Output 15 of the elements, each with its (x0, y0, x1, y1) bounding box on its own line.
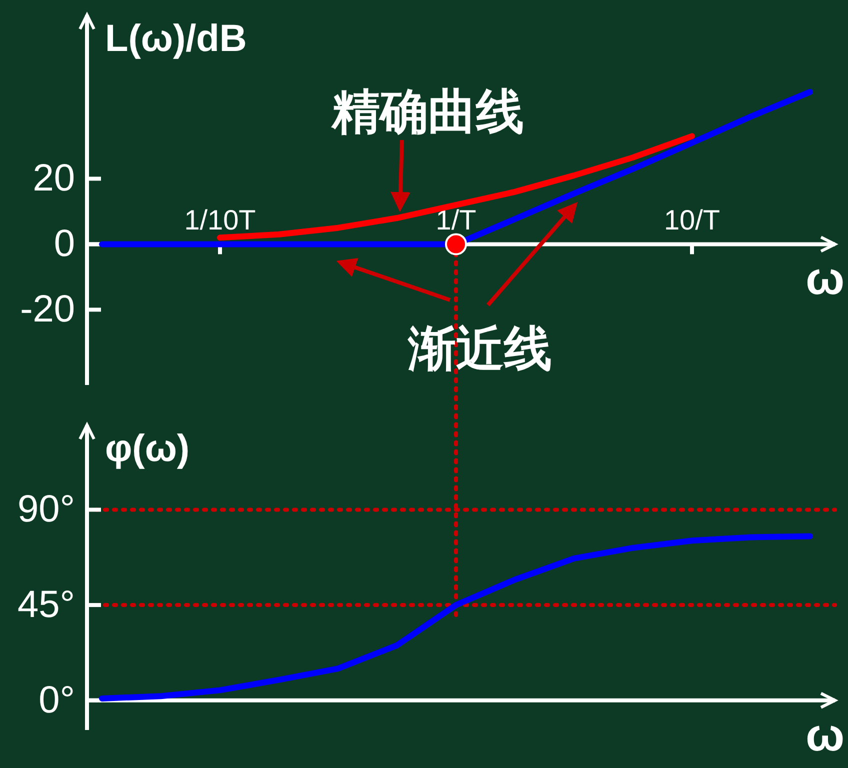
x-axis-title: ω (806, 252, 844, 304)
x-tick-label: 10/T (664, 204, 720, 236)
y-axis-title: L(ω)/dB (105, 18, 247, 60)
y-axis-title: φ(ω) (105, 428, 190, 470)
y-tick-label: 90° (18, 488, 75, 531)
y-tick-label: -20 (20, 288, 75, 331)
y-tick-label: 20 (32, 158, 75, 200)
x-tick-label: 1/T (436, 204, 476, 236)
x-axis-title: ω (806, 708, 844, 760)
annotation: 精确曲线 (330, 86, 524, 139)
annotation: 渐近线 (407, 323, 552, 376)
y-tick-label: 45° (18, 584, 75, 626)
y-tick-label: 0 (54, 223, 75, 266)
x-tick-label: 1/10T (184, 204, 256, 236)
y-tick-label: 0° (38, 679, 75, 722)
